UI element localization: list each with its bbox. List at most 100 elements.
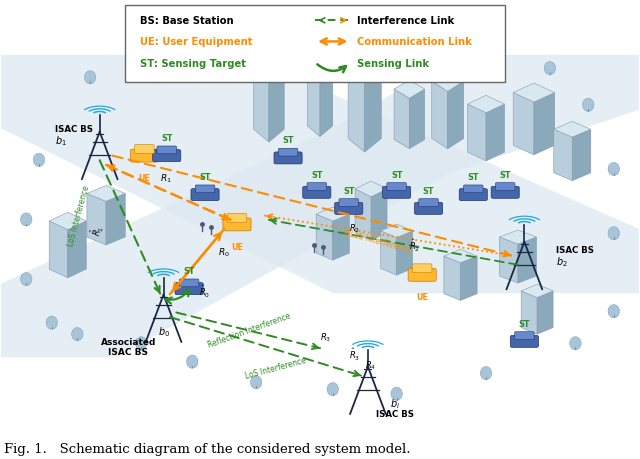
FancyBboxPatch shape (131, 150, 159, 162)
Polygon shape (521, 291, 537, 335)
Polygon shape (432, 82, 448, 150)
Polygon shape (518, 237, 536, 283)
Ellipse shape (391, 387, 403, 400)
Ellipse shape (480, 367, 492, 380)
Polygon shape (534, 93, 555, 156)
Text: $R_1$: $R_1$ (161, 173, 172, 185)
Polygon shape (394, 90, 410, 149)
Polygon shape (537, 291, 553, 335)
Polygon shape (521, 285, 553, 298)
Text: LoS Interference: LoS Interference (66, 185, 91, 247)
Text: $R_3$: $R_3$ (320, 331, 331, 344)
Ellipse shape (237, 39, 249, 53)
Text: $\hat{R}_3$: $\hat{R}_3$ (349, 346, 360, 362)
FancyBboxPatch shape (307, 183, 326, 191)
Text: UE: User Equipment: UE: User Equipment (140, 37, 252, 47)
Ellipse shape (608, 305, 620, 318)
Polygon shape (87, 194, 106, 245)
Ellipse shape (72, 328, 83, 341)
FancyBboxPatch shape (419, 199, 438, 207)
Ellipse shape (544, 62, 556, 76)
FancyBboxPatch shape (460, 189, 487, 201)
FancyBboxPatch shape (134, 146, 154, 154)
Text: ISAC BS: ISAC BS (376, 409, 414, 418)
FancyBboxPatch shape (223, 218, 251, 231)
FancyBboxPatch shape (463, 185, 483, 193)
FancyBboxPatch shape (335, 203, 363, 215)
FancyBboxPatch shape (191, 189, 219, 201)
FancyBboxPatch shape (195, 185, 215, 193)
FancyBboxPatch shape (510, 336, 538, 347)
Polygon shape (486, 105, 504, 162)
Text: Fig. 1.   Schematic diagram of the considered system model.: Fig. 1. Schematic diagram of the conside… (4, 442, 410, 455)
Polygon shape (572, 130, 591, 181)
Ellipse shape (327, 383, 339, 396)
Text: BS: Base Station: BS: Base Station (140, 17, 234, 26)
Text: $R_0$: $R_0$ (218, 246, 230, 258)
Ellipse shape (186, 355, 198, 369)
Text: NLoS Interference: NLoS Interference (343, 228, 412, 254)
Text: Reflection Interference: Reflection Interference (207, 311, 292, 349)
Text: $\hat{R}_0$: $\hat{R}_0$ (198, 283, 210, 299)
Polygon shape (87, 186, 125, 202)
FancyBboxPatch shape (278, 149, 298, 157)
Polygon shape (448, 82, 464, 150)
Polygon shape (467, 96, 504, 113)
Polygon shape (499, 230, 536, 245)
Ellipse shape (33, 154, 45, 167)
Polygon shape (499, 237, 518, 283)
Polygon shape (68, 222, 86, 278)
Polygon shape (432, 72, 464, 92)
FancyBboxPatch shape (412, 264, 432, 273)
Text: ST: ST (311, 170, 323, 179)
Ellipse shape (467, 44, 479, 57)
FancyBboxPatch shape (415, 203, 443, 215)
Text: UE: UE (416, 293, 428, 302)
Text: ST: ST (518, 319, 530, 328)
Text: ST: ST (183, 266, 195, 275)
Ellipse shape (20, 213, 32, 227)
Text: ST: ST (467, 173, 479, 181)
Text: Associated: Associated (100, 337, 156, 346)
Polygon shape (1, 56, 639, 358)
Text: $\hat{R}_1$: $\hat{R}_1$ (88, 223, 107, 238)
Text: LoS Interference: LoS Interference (244, 355, 307, 380)
Polygon shape (307, 56, 333, 78)
FancyBboxPatch shape (515, 332, 534, 340)
Polygon shape (397, 231, 413, 275)
FancyBboxPatch shape (179, 280, 199, 287)
Text: ST: ST (499, 170, 511, 179)
Text: ST: ST (199, 173, 211, 181)
Text: ISAC BS: ISAC BS (108, 347, 148, 357)
Polygon shape (444, 257, 461, 301)
Ellipse shape (136, 337, 147, 350)
FancyBboxPatch shape (387, 183, 406, 191)
Text: ISAC BS: ISAC BS (556, 246, 595, 255)
Text: Interference Link: Interference Link (356, 17, 454, 26)
Ellipse shape (314, 39, 326, 53)
Text: $\hat{R}_2$: $\hat{R}_2$ (410, 237, 420, 253)
Polygon shape (554, 122, 591, 138)
Polygon shape (394, 81, 425, 99)
Polygon shape (365, 64, 381, 153)
Polygon shape (554, 130, 572, 181)
Text: UE: UE (138, 174, 150, 183)
Polygon shape (1, 56, 639, 294)
Text: ISAC BS: ISAC BS (55, 124, 93, 133)
Polygon shape (320, 67, 333, 137)
Polygon shape (348, 64, 365, 153)
Text: ST: ST (282, 136, 294, 145)
Text: ST: ST (391, 170, 403, 179)
FancyBboxPatch shape (408, 269, 436, 282)
Polygon shape (106, 194, 125, 245)
Polygon shape (333, 215, 349, 261)
Polygon shape (307, 67, 320, 137)
Ellipse shape (391, 39, 403, 53)
Ellipse shape (84, 72, 96, 85)
Polygon shape (348, 50, 381, 77)
FancyBboxPatch shape (303, 187, 331, 199)
Text: $b_2$: $b_2$ (556, 255, 568, 269)
FancyBboxPatch shape (383, 187, 411, 199)
Text: ST: ST (161, 134, 173, 143)
Text: $R_2$: $R_2$ (349, 222, 360, 235)
